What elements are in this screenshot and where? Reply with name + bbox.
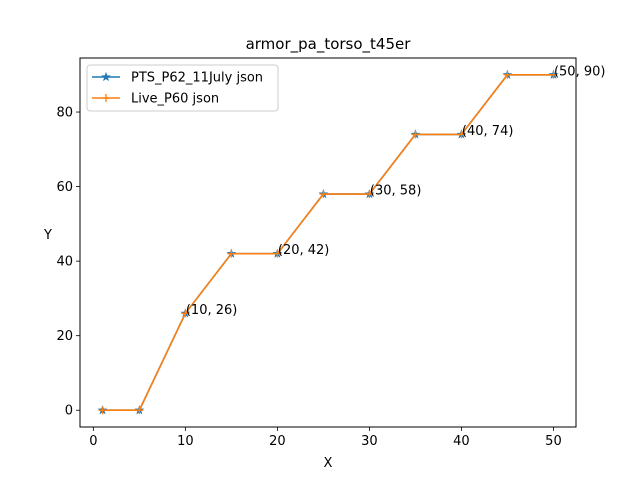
data-point (181, 309, 190, 318)
series-2 (98, 70, 558, 415)
legend: PTS_P62_11July json Live_P60 json (86, 64, 279, 112)
series-1 (97, 69, 559, 415)
data-point (227, 249, 236, 258)
chart-title: armor_pa_torso_t45er (246, 35, 412, 54)
data-point (365, 190, 374, 199)
y-axis-label: Y (43, 228, 52, 243)
x-tick-label: 30 (361, 434, 378, 449)
plot-frame (79, 57, 577, 428)
x-tick-label: 20 (269, 434, 286, 449)
legend-box (86, 64, 279, 112)
y-tick-label: 80 (56, 106, 73, 121)
data-label: (20, 42) (278, 243, 330, 258)
data-point (411, 130, 420, 139)
x-tick-label: 50 (545, 434, 562, 449)
legend-label: PTS_P62_11July json (131, 71, 263, 86)
annotation-layer: (10, 26) (20, 42) (30, 58) (40, 74) (50, 90) (186, 64, 606, 318)
y-tick-label: 60 (56, 180, 73, 195)
data-label: (10, 26) (186, 303, 238, 318)
legend-marker (101, 71, 111, 82)
series-layer (97, 69, 559, 415)
x-tick-label: 0 (89, 434, 97, 449)
data-label: (50, 90) (554, 64, 606, 79)
legend-label: Live_P60 json (131, 92, 219, 107)
x-axis-label: X (324, 456, 333, 471)
data-label: (30, 58) (370, 184, 422, 199)
data-point (503, 70, 512, 79)
y-tick-label: 20 (56, 329, 73, 344)
data-point (135, 406, 144, 415)
data-point (549, 70, 558, 79)
legend-marker (102, 94, 110, 102)
x-tick-label: 10 (177, 434, 194, 449)
axis-ticks: 0 10 20 30 40 50 0 20 40 60 80 (56, 106, 561, 449)
data-label: (40, 74) (462, 124, 513, 139)
y-tick-label: 40 (56, 255, 73, 270)
x-tick-label: 40 (453, 434, 470, 449)
data-point (273, 249, 282, 258)
data-point (319, 190, 328, 199)
data-point (457, 130, 466, 139)
data-point (98, 406, 107, 415)
y-tick-label: 0 (65, 404, 73, 419)
